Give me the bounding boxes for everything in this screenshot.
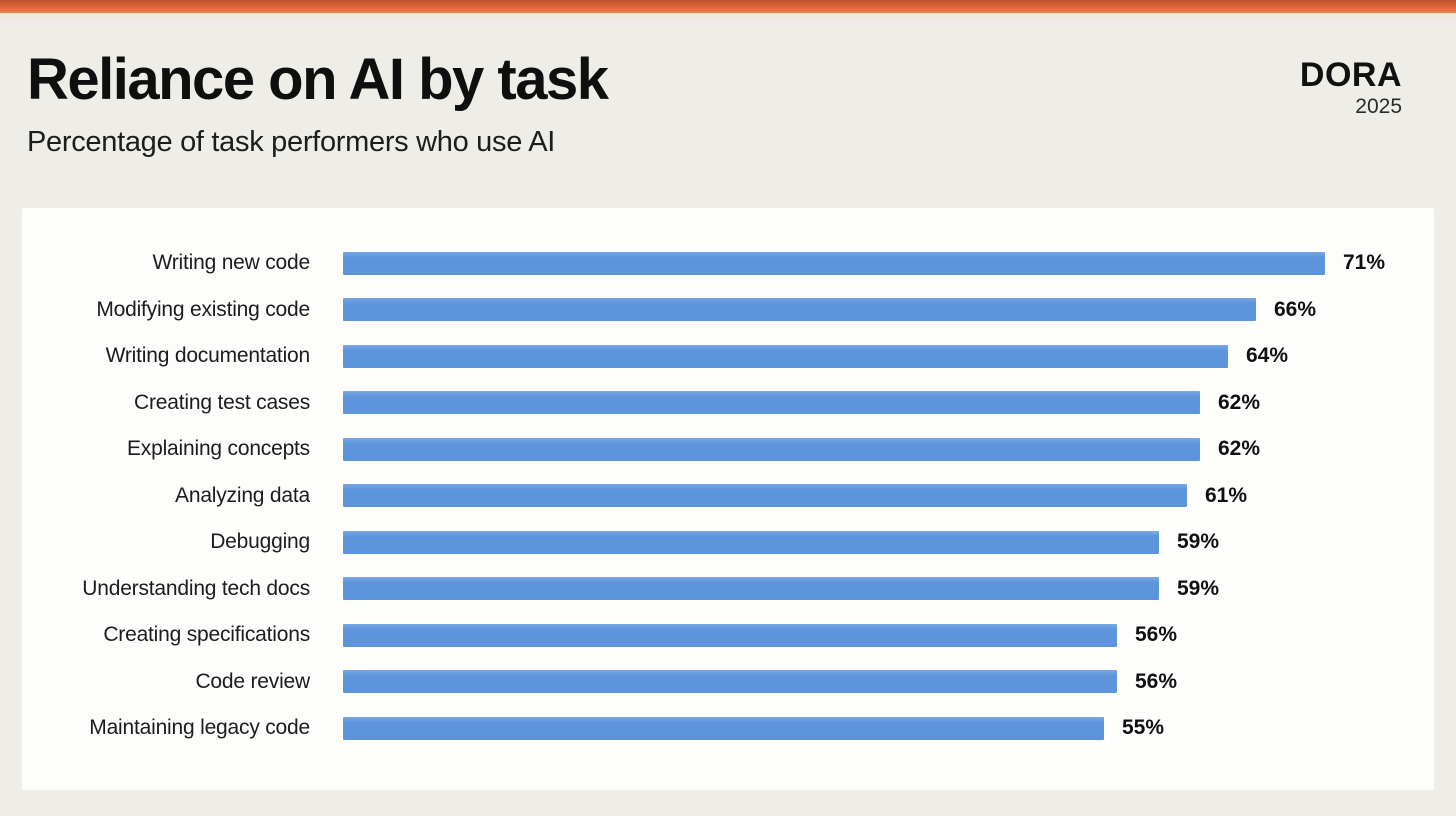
bar-value: 64% — [1246, 344, 1289, 368]
bar-value: 71% — [1343, 251, 1386, 275]
chart-row: Creating test cases 62% — [22, 380, 1434, 427]
bar — [343, 391, 1200, 415]
top-accent-bar — [0, 0, 1456, 13]
page-subtitle: Percentage of task performers who use AI — [27, 125, 555, 158]
bar-track: 59% — [343, 530, 1434, 554]
bar-track: 66% — [343, 298, 1434, 322]
bar-label: Creating specifications — [103, 623, 310, 647]
bar — [343, 298, 1256, 322]
bar-value: 55% — [1122, 716, 1165, 740]
bar — [343, 530, 1159, 554]
bar-label: Code review — [195, 669, 310, 693]
dora-logo: DORA 2025 — [1300, 58, 1402, 119]
bar — [343, 670, 1117, 694]
bar — [343, 577, 1159, 601]
bar-value: 59% — [1177, 576, 1220, 600]
chart-row: Writing documentation 64% — [22, 333, 1434, 380]
bar — [343, 251, 1325, 275]
bar-track: 56% — [343, 623, 1434, 647]
dora-logo-year: 2025 — [1355, 95, 1402, 118]
bar-label: Maintaining legacy code — [89, 716, 310, 740]
bar-value: 62% — [1218, 390, 1261, 414]
bar — [343, 437, 1200, 461]
chart-panel: Writing new code 71% Modifying existing … — [22, 208, 1434, 790]
dora-logo-name: DORA — [1299, 56, 1402, 94]
bar — [343, 484, 1187, 508]
bar-track: 64% — [343, 344, 1434, 368]
bar-track: 71% — [343, 251, 1434, 275]
bar — [343, 716, 1104, 740]
bar-value: 56% — [1135, 669, 1178, 693]
bar-value: 66% — [1274, 297, 1317, 321]
bar-track: 62% — [343, 437, 1434, 461]
bar-label: Writing new code — [152, 251, 311, 275]
chart-row: Code review 56% — [22, 659, 1434, 706]
bar — [343, 344, 1228, 368]
bar-value: 59% — [1177, 530, 1220, 554]
chart-row: Debugging 59% — [22, 519, 1434, 566]
bar-label: Explaining concepts — [127, 437, 310, 461]
chart-row: Creating specifications 56% — [22, 612, 1434, 659]
chart-row: Understanding tech docs 59% — [22, 566, 1434, 613]
bar-track: 59% — [343, 577, 1434, 601]
page-title: Reliance on AI by task — [27, 47, 609, 112]
bar-label: Debugging — [210, 530, 310, 554]
bar-value: 56% — [1135, 623, 1178, 647]
bar-label: Modifying existing code — [96, 297, 310, 321]
chart-row: Writing new code 71% — [22, 240, 1434, 287]
bar-track: 55% — [343, 716, 1434, 740]
chart-row: Modifying existing code 66% — [22, 287, 1434, 334]
top-accent-bar-fade — [0, 13, 1456, 22]
bar-label: Creating test cases — [134, 390, 310, 414]
bar-label: Analyzing data — [175, 483, 310, 507]
bar-track: 62% — [343, 391, 1434, 415]
bar — [343, 623, 1117, 647]
header: Reliance on AI by task Percentage of tas… — [27, 48, 1429, 159]
bar-value: 62% — [1218, 437, 1261, 461]
chart-row: Explaining concepts 62% — [22, 426, 1434, 473]
bar-label: Understanding tech docs — [82, 576, 310, 600]
bar-track: 56% — [343, 670, 1434, 694]
chart-row: Analyzing data 61% — [22, 473, 1434, 520]
chart-rows: Writing new code 71% Modifying existing … — [22, 240, 1434, 752]
chart-row: Maintaining legacy code 55% — [22, 705, 1434, 752]
bar-value: 61% — [1205, 483, 1248, 507]
bar-label: Writing documentation — [105, 344, 311, 368]
bar-track: 61% — [343, 484, 1434, 508]
